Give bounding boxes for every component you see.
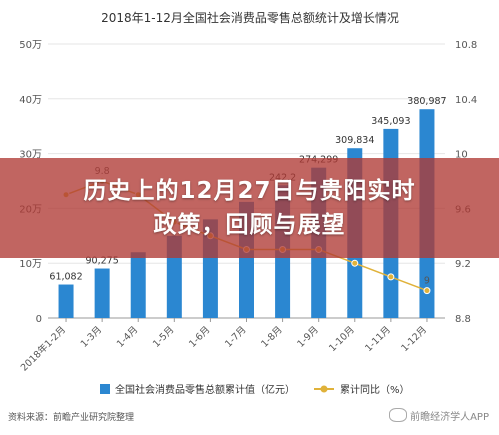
bar-value-label: 309,834 [335, 135, 374, 146]
headline-line-2: 政策，回顾与展望 [153, 212, 346, 238]
headline-line-1: 历史上的12月27日与贵阳实时 [83, 178, 416, 204]
watermark: 前瞻经济学人APP [389, 408, 489, 423]
headline-banner: 历史上的12月27日与贵阳实时 政策，回顾与展望 [0, 158, 499, 258]
bar [94, 268, 110, 318]
bar [58, 284, 74, 318]
line-point [423, 287, 431, 295]
left-tick-label: 50万 [19, 40, 42, 51]
legend-bar-swatch [100, 384, 110, 394]
bar [130, 252, 146, 318]
right-tick-label: 10 [455, 150, 468, 161]
x-tick-label: 1-11月 [363, 324, 393, 354]
x-tick-label: 1-10月 [327, 324, 357, 354]
x-tick-label: 2018年1-2月 [18, 324, 68, 374]
x-tick-label: 1-4月 [115, 324, 140, 349]
line-value-label: 9 [424, 276, 430, 287]
watermark-logo-icon [389, 408, 408, 422]
right-tick-label: 9.2 [455, 259, 471, 270]
legend-line-label: 累计同比（%） [340, 383, 410, 396]
watermark-text: 前瞻经济学人APP [410, 412, 489, 423]
right-tick-label: 10.4 [455, 95, 477, 106]
left-tick-label: 40万 [19, 95, 42, 106]
x-tick-label: 1-6月 [187, 324, 212, 349]
bar-value-label: 90,275 [86, 256, 119, 267]
right-tick-label: 8.8 [455, 314, 471, 325]
x-axis: 2018年1-2月 1-3月 1-4月 1-5月 1-6月 1-7月 1-8月 1-9月 1-1… [18, 318, 429, 374]
x-tick-label: 1-5月 [151, 324, 176, 349]
bar-value-label: 61,082 [49, 272, 82, 283]
bar-value-label: 345,093 [371, 116, 410, 127]
x-tick-label: 1-7月 [223, 324, 248, 349]
legend: 全国社会消费品零售总额累计值（亿元） 累计同比（%） [100, 383, 410, 396]
x-tick-label: 1-12月 [399, 324, 429, 354]
x-tick-label: 1-3月 [79, 324, 104, 349]
right-tick-label: 10.8 [455, 40, 477, 51]
left-tick-label: 10万 [19, 259, 42, 270]
left-tick-label: 30万 [19, 150, 42, 161]
left-tick-label: 0 [36, 314, 42, 325]
chart-title: 2018年1-12月全国社会消费品零售总额统计及增长情况 [101, 10, 399, 25]
bar-value-label: 380,987 [407, 96, 446, 107]
x-tick-label: 1-8月 [259, 324, 284, 349]
source-note: 资料来源：前瞻产业研究院整理 [8, 413, 135, 423]
line-point [387, 273, 395, 281]
x-tick-label: 1-9月 [295, 324, 320, 349]
line-point [351, 259, 359, 267]
legend-bar-label: 全国社会消费品零售总额累计值（亿元） [115, 383, 295, 396]
legend-line-marker [320, 385, 328, 393]
